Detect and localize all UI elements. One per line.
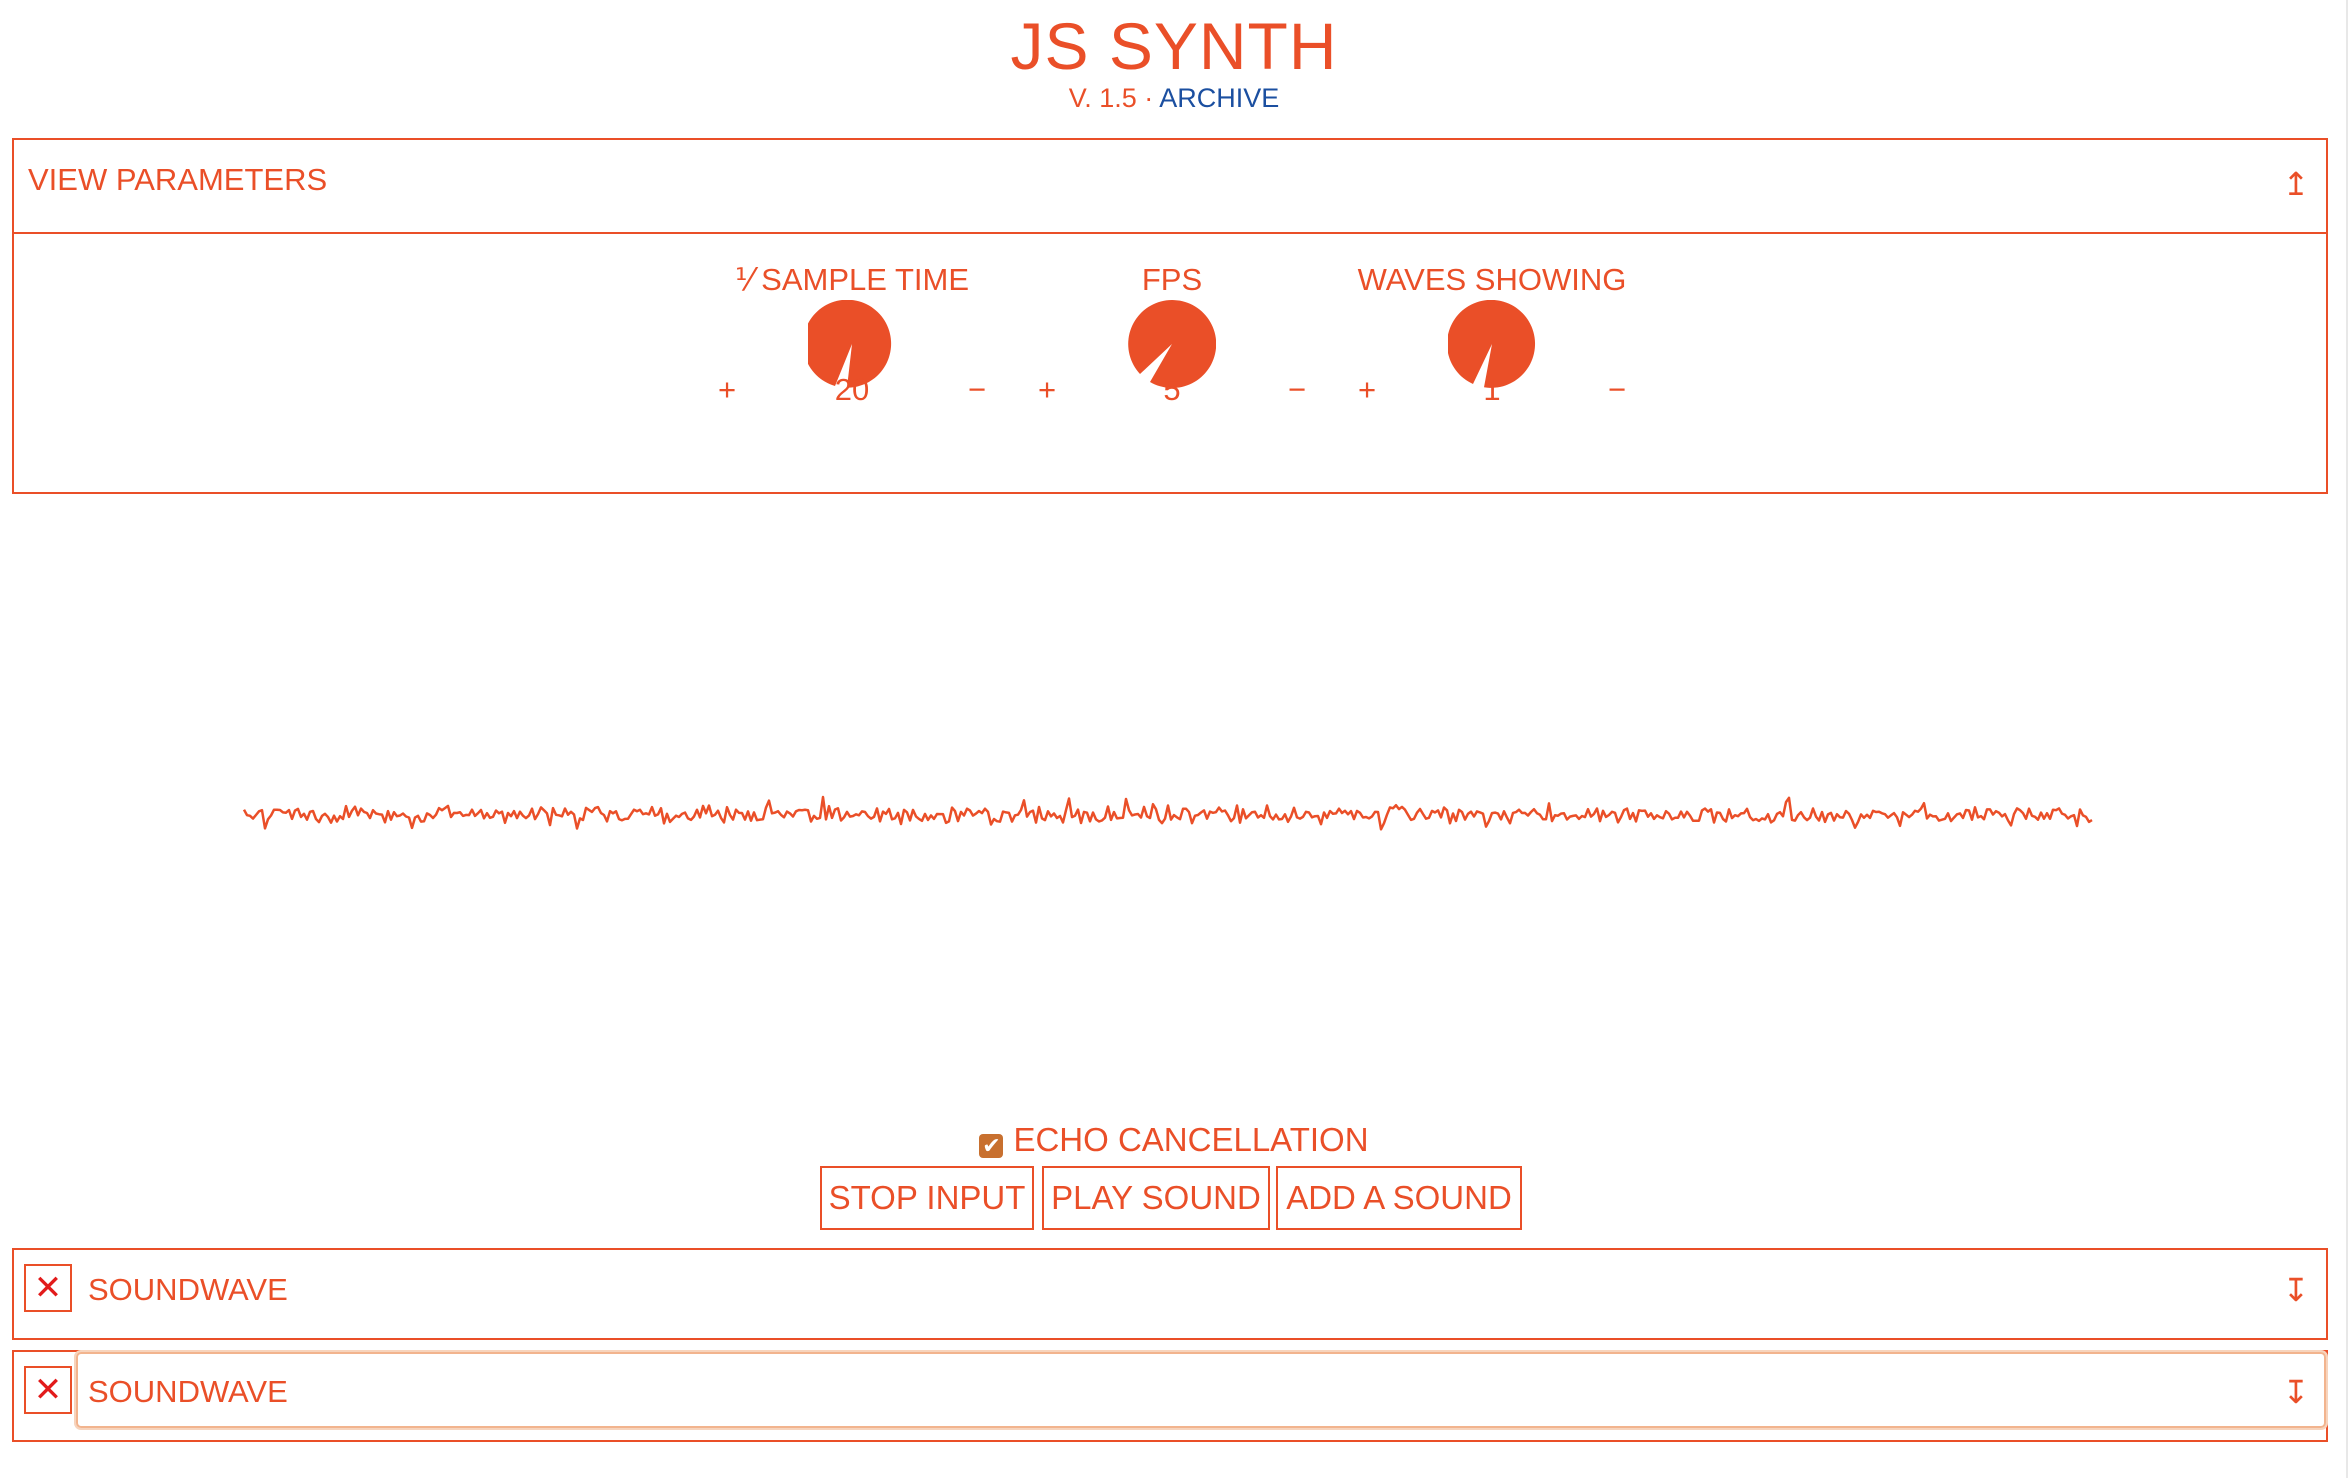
echo-cancellation-checkbox[interactable]: ✔ bbox=[979, 1134, 1004, 1158]
knob-fps: FPS + 5 − bbox=[1022, 260, 1322, 420]
knob-sample-time: ⅟ SAMPLE TIME + 20 − bbox=[702, 260, 1002, 420]
soundwave-visualizer bbox=[242, 795, 2093, 831]
app-title: JS SYNTH bbox=[1010, 9, 1338, 83]
focus-ring bbox=[76, 1352, 2326, 1428]
view-parameters-header[interactable]: VIEW PARAMETERS ↥ bbox=[14, 140, 2326, 234]
version-line: V. 1.5 · ARCHIVE bbox=[0, 80, 2348, 116]
knob-label: FPS bbox=[1141, 262, 1203, 297]
view-parameters-panel: VIEW PARAMETERS ↥ ⅟ SAMPLE TIME + 20 − F… bbox=[12, 138, 2328, 494]
increment-button[interactable]: + bbox=[1357, 372, 1377, 407]
decrement-button[interactable]: − bbox=[1287, 372, 1307, 407]
collapse-arrow-icon[interactable]: ↥ bbox=[2282, 166, 2310, 202]
sound-panel: ✕ SOUNDWAVE ↧ bbox=[12, 1350, 2328, 1442]
decrement-button[interactable]: − bbox=[1607, 372, 1627, 407]
expand-arrow-icon[interactable]: ↧ bbox=[2282, 1272, 2310, 1308]
knob-value: 5 bbox=[1163, 372, 1181, 407]
stop-input-button[interactable]: STOP INPUT bbox=[820, 1166, 1034, 1230]
knob-value: 20 bbox=[834, 372, 870, 407]
echo-cancellation-label: ECHO CANCELLATION bbox=[1013, 1121, 1369, 1158]
add-sound-button[interactable]: ADD A SOUND bbox=[1276, 1166, 1522, 1230]
waveform-line bbox=[242, 795, 2093, 831]
knob-label: ⅟ SAMPLE TIME bbox=[734, 262, 970, 297]
archive-link[interactable]: ARCHIVE bbox=[1159, 83, 1280, 113]
view-parameters-title: VIEW PARAMETERS bbox=[28, 162, 328, 197]
waves-showing-knob[interactable] bbox=[1448, 300, 1536, 388]
fps-knob[interactable] bbox=[1128, 300, 1216, 388]
expand-arrow-icon[interactable]: ↧ bbox=[2282, 1374, 2310, 1410]
increment-button[interactable]: + bbox=[1037, 372, 1057, 407]
knob-label: WAVES SHOWING bbox=[1357, 262, 1627, 297]
sound-title[interactable]: SOUNDWAVE bbox=[88, 1272, 288, 1307]
remove-sound-button[interactable]: ✕ bbox=[24, 1264, 72, 1312]
sound-title[interactable]: SOUNDWAVE bbox=[88, 1374, 288, 1409]
decrement-button[interactable]: − bbox=[967, 372, 987, 407]
action-buttons: STOP INPUT PLAY SOUND ADD A SOUND bbox=[0, 1166, 2348, 1232]
remove-sound-button[interactable]: ✕ bbox=[24, 1366, 72, 1414]
sample-time-knob[interactable] bbox=[808, 300, 896, 388]
play-sound-button[interactable]: PLAY SOUND bbox=[1042, 1166, 1270, 1230]
knob-value: 1 bbox=[1483, 372, 1501, 407]
increment-button[interactable]: + bbox=[717, 372, 737, 407]
version-number: V. 1.5 bbox=[1068, 83, 1137, 113]
scrollbar-track[interactable] bbox=[2346, 0, 2348, 1478]
knob-waves-showing: WAVES SHOWING + 1 − bbox=[1342, 260, 1642, 420]
version-separator: · bbox=[1136, 83, 1160, 113]
sound-panel: ✕ SOUNDWAVE ↧ bbox=[12, 1248, 2328, 1340]
echo-cancellation-row: ✔ ECHO CANCELLATION bbox=[0, 1120, 2348, 1160]
